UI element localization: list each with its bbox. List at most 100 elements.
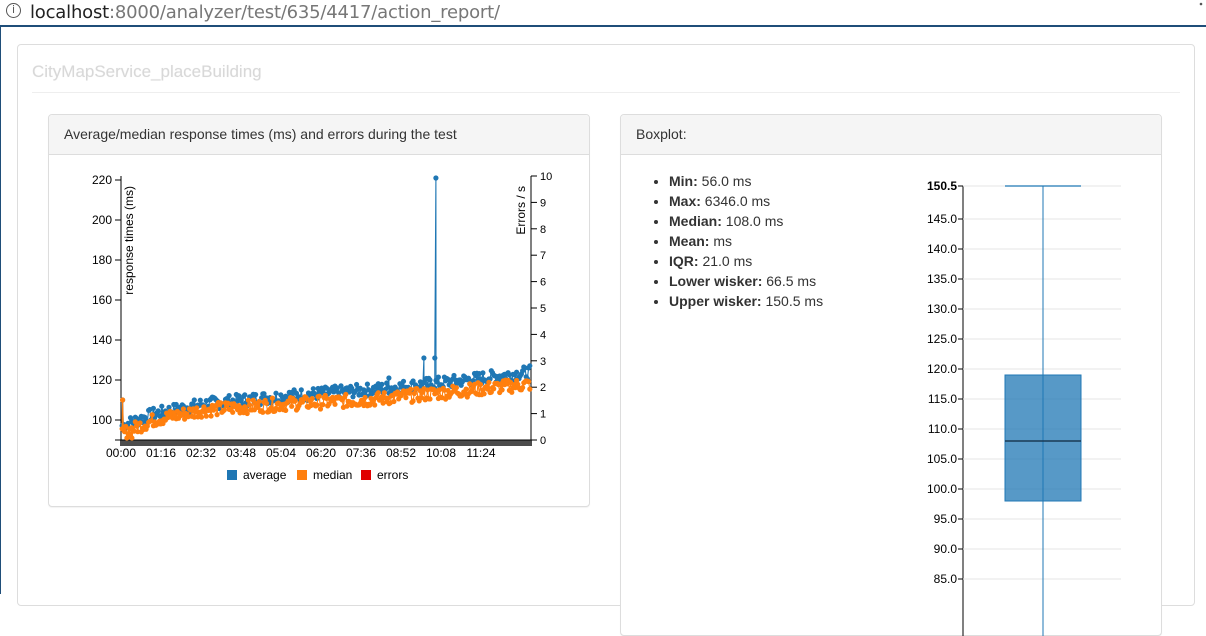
y-tick-label: 160 <box>92 293 112 307</box>
y2-tick-label: 10 <box>540 171 552 183</box>
stat-label: Min: <box>669 173 698 189</box>
y2-tick-label: 9 <box>540 197 546 209</box>
box-y-tick-label: 105.0 <box>927 452 957 466</box>
box-y-tick-label: 145.0 <box>927 212 957 226</box>
boxplot-panel: Boxplot: Min: 56.0 ms Max: 6346.0 ms Med… <box>620 114 1162 636</box>
boxplot-panel-heading: Boxplot: <box>621 115 1161 155</box>
median-point <box>309 396 315 402</box>
median-point <box>343 391 349 397</box>
box-y-tick-label: 95.0 <box>934 512 958 526</box>
stat-value: ms <box>713 233 733 249</box>
median-point <box>381 390 387 396</box>
y2-tick-label: 1 <box>540 409 546 421</box>
stat-value: 108.0 ms <box>725 213 784 229</box>
median-point <box>491 386 497 392</box>
average-point <box>298 387 304 393</box>
box-y-tick-label: 150.5 <box>927 179 957 193</box>
y2-tick-label: 0 <box>540 435 546 447</box>
stat-label: Median: <box>669 213 722 229</box>
median-point <box>526 379 532 385</box>
median-point <box>406 390 413 396</box>
box-y-tick-label: 90.0 <box>934 542 958 556</box>
median-point <box>137 420 143 426</box>
median-point <box>314 402 320 408</box>
stat-iqr: IQR: 21.0 ms <box>669 251 823 271</box>
median-point <box>527 386 533 392</box>
median-point <box>317 406 324 412</box>
average-point <box>379 381 385 387</box>
median-point <box>194 405 200 411</box>
legend-swatch-median <box>297 470 307 480</box>
browser-address-bar[interactable]: i localhost:8000/analyzer/test/635/4417/… <box>0 0 1206 27</box>
box-y-tick-label: 130.0 <box>927 302 957 316</box>
stat-min: Min: 56.0 ms <box>669 171 823 191</box>
y2-tick-label: 4 <box>540 329 546 341</box>
y2-tick-label: 3 <box>540 356 546 368</box>
legend-label-errors: errors <box>377 468 408 482</box>
median-point <box>499 387 505 393</box>
legend-swatch-errors <box>361 470 371 480</box>
box-y-tick-label: 125.0 <box>927 332 957 346</box>
median-point <box>477 381 484 388</box>
average-point <box>435 374 441 380</box>
browser-menu-icon[interactable] <box>1198 0 1204 20</box>
median-point <box>244 410 250 417</box>
box-y-tick-label: 115.0 <box>928 392 957 406</box>
median-point <box>362 394 368 401</box>
legend-swatch-average <box>227 470 237 480</box>
y-tick-label: 180 <box>92 253 112 267</box>
median-point <box>269 395 275 401</box>
average-point <box>364 381 370 387</box>
median-point <box>303 395 309 401</box>
median-point <box>332 401 338 407</box>
median-point <box>256 398 262 404</box>
url-host: localhost <box>30 2 109 23</box>
x-tick-label: 05:04 <box>266 446 296 460</box>
stat-max: Max: 6346.0 ms <box>669 191 823 211</box>
average-point <box>242 392 248 398</box>
y2-tick-label: 5 <box>540 303 546 315</box>
legend-label-median: median <box>313 468 352 482</box>
url-text[interactable]: localhost:8000/analyzer/test/635/4417/ac… <box>30 2 500 23</box>
average-point <box>166 404 172 410</box>
stat-value: 6346.0 ms <box>704 193 771 209</box>
median-point <box>221 407 227 413</box>
x-tick-label: 11:24 <box>466 446 495 460</box>
average-point <box>480 370 486 376</box>
average-point <box>354 381 360 388</box>
page-title: CityMapService_placeBuilding <box>32 62 262 81</box>
average-point <box>261 391 267 397</box>
median-point <box>289 403 295 409</box>
median-point <box>411 390 417 397</box>
stat-value: 56.0 ms <box>701 173 752 189</box>
median-point <box>129 435 135 441</box>
median-point <box>320 402 326 408</box>
y2-tick-label: 8 <box>540 224 546 236</box>
average-point <box>253 392 259 398</box>
url-path: :8000/analyzer/test/635/4417/action_repo… <box>109 2 500 23</box>
y2-axis-label: Errors / s <box>514 186 528 235</box>
median-point <box>203 413 209 419</box>
median-point <box>198 414 205 420</box>
median-point <box>372 402 378 408</box>
average-point <box>421 355 427 361</box>
y2-tick-label: 6 <box>540 277 546 289</box>
info-icon[interactable]: i <box>6 3 21 18</box>
stat-value: 21.0 ms <box>702 253 753 269</box>
median-point <box>375 390 381 396</box>
average-point <box>410 378 416 384</box>
y-tick-label: 140 <box>92 333 112 347</box>
average-point <box>273 390 279 396</box>
average-point <box>173 401 179 408</box>
median-point <box>391 398 397 405</box>
average-point <box>386 375 392 381</box>
median-point <box>247 402 253 408</box>
median-point <box>230 409 236 415</box>
x-tick-label: 03:48 <box>226 446 256 460</box>
stat-median: Median: 108.0 ms <box>669 211 823 231</box>
average-point <box>159 403 165 409</box>
y-tick-label: 100 <box>92 413 112 427</box>
title-divider <box>32 92 1180 93</box>
response-times-chart: 100 120 140 160 180 200 220 0 1 2 3 4 5 6 7 8 9 10 respons… <box>92 171 552 482</box>
x-tick-label: 06:20 <box>306 446 336 460</box>
